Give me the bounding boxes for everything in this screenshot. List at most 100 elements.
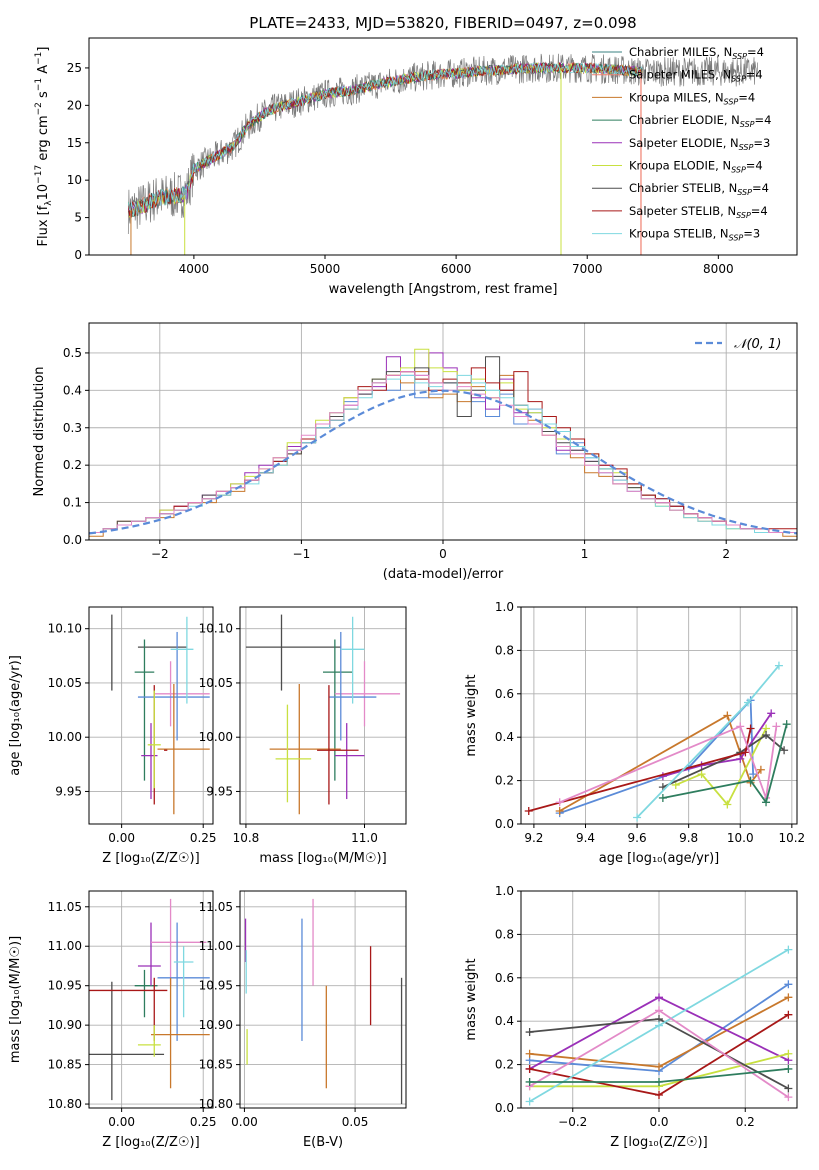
y-tick-label: 0.0 <box>63 533 82 547</box>
y-tick-label: 10.95 <box>48 979 82 993</box>
residuals-xlabel: (data-model)/error <box>383 567 504 582</box>
legend-name: Chabrier ELODIE, N <box>629 113 740 127</box>
series-line-4 <box>675 728 767 807</box>
x-tick-label: 4000 <box>179 262 210 276</box>
legend-name: Kroupa ELODIE, N <box>629 159 731 173</box>
x-tick-label: 9.2 <box>524 831 543 845</box>
age_vs_z-xlabel: Z [log₁₀(Z/Z☉)] <box>102 851 199 866</box>
mass_weight_vs_age-ylabel: mass weight <box>464 674 479 756</box>
mass_vs_ebv-xlabel: E(B-V) <box>303 1135 343 1150</box>
ylabel-part: Flux [f <box>36 205 51 246</box>
chart-title: PLATE=2433, MJD=53820, FIBERID=0497, z=0… <box>249 14 636 32</box>
y-tick-label: 11.05 <box>199 900 233 914</box>
legend-sub: SSP <box>740 120 755 129</box>
residuals-axes: −2 −1 0 1 2 0.0 0.1 0.2 0.3 0.4 0.5 (data-model)/er… <box>32 323 797 582</box>
errorbar-point <box>151 898 207 986</box>
series-marker <box>774 661 783 670</box>
legend-sub: SSP <box>736 211 751 220</box>
legend-name: Salpeter MILES, N <box>629 68 731 82</box>
observed-spectrum <box>127 53 759 235</box>
spectrum-frame <box>88 37 798 256</box>
y-tick-label: 0.6 <box>495 687 514 701</box>
y-tick-label: 0.4 <box>495 730 514 744</box>
y-tick-label: 10.95 <box>199 979 233 993</box>
y-tick-label: 15 <box>67 136 82 150</box>
legend-value: =4 <box>755 113 772 127</box>
y-tick-label: 0.2 <box>495 1058 514 1072</box>
series-marker <box>784 1093 793 1102</box>
x-tick-label: 0.0 <box>649 1115 668 1129</box>
x-tick-label: 0.00 <box>108 831 135 845</box>
y-tick-label: 9.95 <box>206 784 233 798</box>
legend-label: Chabrier MILES, NSSP=4 <box>629 45 764 61</box>
mass_vs_z-ylabel: mass [log₁₀(M/M☉)] <box>8 936 23 1063</box>
age_vs_mass-axes: 10.8 11.0 9.95 10.00 10.05 10.10 mass [log₁₀(M… <box>199 607 406 866</box>
x-tick-label: 0.05 <box>342 1115 369 1129</box>
age_vs_mass-xlabel: mass [log₁₀(M/M☉)] <box>259 851 386 866</box>
series-marker <box>746 776 755 785</box>
mass_vs_z-points <box>89 898 210 1101</box>
ylabel-part: 10 <box>36 184 51 201</box>
mass_weight_vs_age-xlabel: age [log₁₀(age/yr)] <box>599 851 720 866</box>
mass_vs_ebv-points <box>244 898 403 1105</box>
histogram-lines <box>89 348 797 540</box>
series-marker <box>784 1049 793 1058</box>
x-tick-label: 0.25 <box>190 1115 217 1129</box>
series-marker <box>655 1062 663 1071</box>
mass_weight_vs_age-axes: 9.2 9.4 9.6 9.8 10.0 10.2 0.0 0.2 0.4 0.6 0.8 1.0 ag… <box>464 600 805 866</box>
series-marker <box>658 793 667 802</box>
x-tick-label: 8000 <box>703 262 734 276</box>
legend-value: =4 <box>746 159 763 173</box>
x-tick-label: −0.2 <box>558 1115 587 1129</box>
errorbar-point <box>323 639 353 781</box>
y-tick-label: 10.05 <box>48 676 82 690</box>
series-marker <box>762 731 771 740</box>
series-marker <box>772 722 781 731</box>
model-spectrum-9 <box>127 62 643 215</box>
age_vs_z-ylabel: age [log₁₀(age/yr)] <box>8 655 23 776</box>
legend-value: =4 <box>751 204 768 218</box>
x-tick-label: 2 <box>722 547 730 561</box>
x-tick-label: 5000 <box>310 262 341 276</box>
series-line-1 <box>559 698 754 814</box>
ylabel-part: erg cm <box>36 115 51 164</box>
errorbar-point <box>111 614 187 691</box>
series-marker <box>784 1064 793 1073</box>
series-marker <box>525 1049 534 1058</box>
series-marker <box>782 720 791 729</box>
series-marker <box>749 770 758 779</box>
errorbar-point <box>134 639 155 781</box>
spectrum-lines <box>127 53 759 255</box>
y-tick-label: 0.4 <box>63 383 82 397</box>
series-marker <box>555 798 564 807</box>
y-tick-label: 0.6 <box>495 971 514 985</box>
ylabel-part: λ <box>44 200 54 206</box>
x-tick-label: 0.25 <box>190 831 217 845</box>
mass_weight_vs_age-frame <box>520 606 798 825</box>
errorbar-point <box>89 981 165 1101</box>
legend-sub: SSP <box>737 188 752 197</box>
y-tick-label: 10.90 <box>199 1018 233 1032</box>
errorbar-point <box>137 1025 161 1057</box>
errorbar-point <box>275 704 312 803</box>
x-tick-label: 0.00 <box>231 1115 258 1129</box>
legend-value: =3 <box>753 136 770 150</box>
legend-label: Chabrier STELIB, NSSP=4 <box>629 181 769 197</box>
x-tick-label: 0.2 <box>736 1115 755 1129</box>
residuals-frame <box>88 322 798 541</box>
legend-sub: SSP <box>732 52 747 61</box>
spectrum-axes: 4000 5000 6000 7000 8000 0 5 10 15 20 25 wavelength… <box>67 61 734 297</box>
x-tick-label: −2 <box>151 547 169 561</box>
errorbar-point <box>141 723 158 800</box>
y-tick-label: 11.00 <box>48 939 82 953</box>
age_vs_z-points <box>111 614 210 815</box>
ylabel-part: −2 <box>34 102 44 115</box>
errorbar-point <box>170 616 194 704</box>
y-tick-label: 10.05 <box>199 676 233 690</box>
errorbar-point <box>157 684 210 815</box>
age_vs_z-frame <box>88 606 214 825</box>
series-marker <box>723 711 732 720</box>
series-marker <box>767 709 776 718</box>
